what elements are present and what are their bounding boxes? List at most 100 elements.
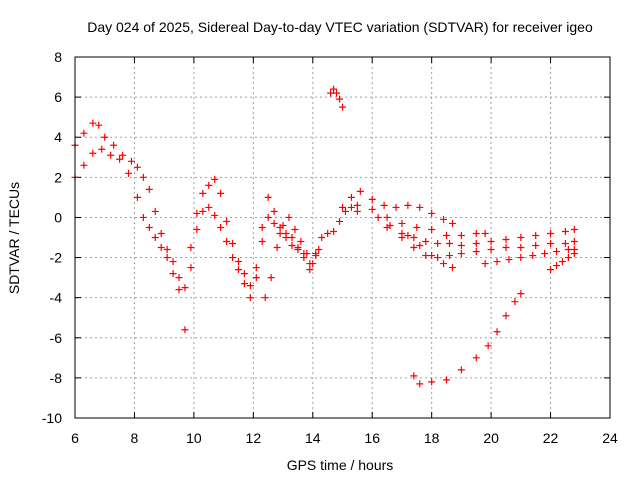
y-tick-label: -4 [50,290,63,306]
data-point [297,238,305,246]
series-track-c [261,213,323,302]
data-point [169,258,177,266]
series-track-g [374,213,578,250]
data-point [163,246,171,254]
data-point [116,155,124,163]
data-point [529,252,537,260]
data-point [175,286,183,294]
data-point [217,189,225,197]
data-point [356,187,364,195]
y-tick-label: 6 [54,89,62,105]
data-point [264,213,272,221]
data-point [327,89,335,97]
data-point [211,175,219,183]
data-point [261,294,269,302]
data-point [517,290,525,298]
data-point [383,223,391,231]
data-point [229,240,237,248]
data-point [89,119,97,127]
data-point [457,366,465,374]
data-point [133,193,141,201]
series-track-j [481,246,578,268]
y-tick-label: -2 [50,250,63,266]
data-point [181,284,189,292]
y-tick-label: 4 [54,129,62,145]
data-point [416,242,424,250]
data-point [484,342,492,350]
data-point [95,121,103,129]
data-point [443,376,451,384]
data-point [98,145,106,153]
data-point [223,238,231,246]
data-point [312,252,320,260]
data-point [181,326,189,334]
data-point [561,240,569,248]
data-point [570,250,578,258]
data-point [448,264,456,272]
data-point [443,231,451,239]
series-track-l [410,290,525,388]
data-point [288,242,296,250]
series-track-i [404,231,456,272]
data-point [481,229,489,237]
data-point [151,207,159,215]
plot-frame [74,56,611,419]
data-point [285,213,293,221]
x-tick-label: 10 [186,430,202,446]
data-point [252,264,260,272]
data-point [457,250,465,258]
series-track-f [353,205,489,239]
data-point [493,328,501,336]
data-point [205,203,213,211]
data-point [339,103,346,111]
data-point [258,223,266,231]
data-point [448,219,456,227]
data-point [532,231,540,239]
data-point [175,274,183,282]
data-point [422,252,430,260]
data-point [347,203,355,211]
data-point [457,231,465,239]
data-point [410,372,418,380]
data-point [553,262,560,270]
data-point [472,229,480,237]
data-point [294,246,302,254]
data-point [276,229,284,237]
data-point [258,238,266,246]
data-point [416,203,424,211]
data-point [341,207,349,215]
data-point [333,89,341,97]
data-point [309,260,317,268]
y-tick-label: -10 [42,410,62,426]
data-point [383,213,391,221]
data-point [558,258,566,266]
data-point [472,240,480,248]
data-point [234,258,242,266]
data-point [252,274,260,282]
data-point [564,254,572,262]
data-point [336,95,344,103]
x-tick-label: 16 [364,430,380,446]
data-point [107,151,115,159]
data-marks-layer [71,85,578,388]
data-point [267,274,275,282]
data-point [151,234,159,241]
data-point [205,181,213,189]
x-tick-label: 24 [602,430,618,446]
data-point [446,240,453,248]
data-point [517,254,525,262]
data-point [318,234,326,241]
data-point [270,219,278,227]
data-point [502,236,510,244]
data-point [339,203,346,211]
x-tick-label: 14 [305,430,321,446]
y-tick-label: 2 [54,169,62,185]
data-point [110,141,118,149]
data-point [273,244,281,252]
x-tick-label: 12 [246,430,262,446]
series-track-e [339,187,456,227]
data-point [547,229,555,237]
data-point [570,225,578,233]
data-point [336,217,344,225]
y-axis-label: SDTVAR / TECUs [6,182,22,294]
